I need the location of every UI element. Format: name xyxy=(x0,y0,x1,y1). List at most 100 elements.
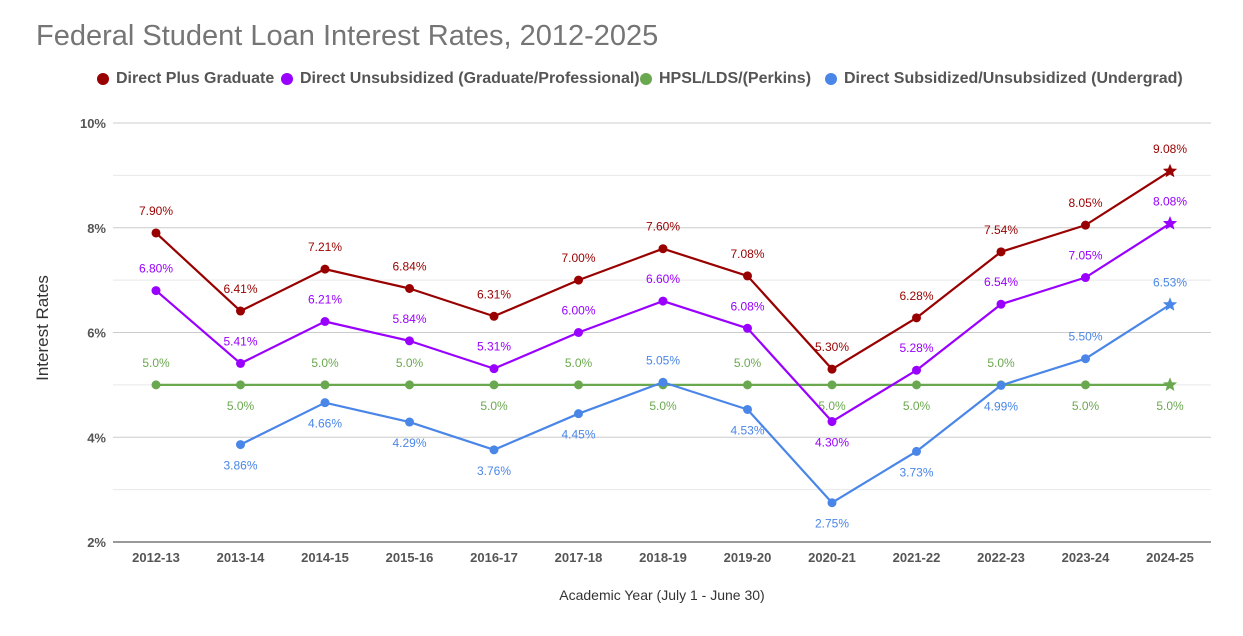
data-point xyxy=(236,306,245,316)
data-label: 6.60% xyxy=(646,272,680,286)
data-label: 5.41% xyxy=(223,334,257,348)
x-tick-label: 2021-22 xyxy=(893,550,941,565)
data-point xyxy=(405,380,414,390)
x-tick-label: 2016-17 xyxy=(470,550,518,565)
data-point xyxy=(658,296,668,306)
data-point xyxy=(151,380,161,390)
y-tick-label: 4% xyxy=(87,430,106,445)
data-label: 5.0% xyxy=(142,356,170,370)
data-point xyxy=(996,247,1006,257)
data-point xyxy=(489,445,499,455)
chart-legend: Direct Plus Graduate Direct Unsubsidized… xyxy=(0,70,1243,94)
x-tick-label: 2024-25 xyxy=(1146,550,1194,565)
data-label: 5.0% xyxy=(818,399,846,413)
x-tick-label: 2014-15 xyxy=(301,550,349,565)
data-point xyxy=(236,380,245,390)
data-label: 6.84% xyxy=(392,260,426,274)
data-label: 9.08% xyxy=(1153,142,1187,156)
legend-label: HPSL/LDS/(Perkins) xyxy=(659,70,812,87)
data-point xyxy=(236,440,245,450)
data-label: 4.99% xyxy=(984,399,1018,413)
data-point xyxy=(743,323,752,333)
legend-item-hpsl: HPSL/LDS/(Perkins) xyxy=(640,70,811,88)
data-point xyxy=(320,317,330,327)
data-point xyxy=(658,377,668,387)
series-line-direct-subsidized-unsubsidized-undergrad xyxy=(240,303,1171,504)
x-tick-label: 2022-23 xyxy=(977,550,1025,565)
data-point xyxy=(912,446,921,456)
data-point xyxy=(827,498,837,508)
data-label: 5.0% xyxy=(227,399,255,413)
data-point xyxy=(489,380,499,390)
x-tick-label: 2018-19 xyxy=(639,550,687,565)
data-point xyxy=(1081,380,1090,390)
data-point xyxy=(743,404,752,414)
y-tick-label: 6% xyxy=(87,326,106,341)
data-point xyxy=(236,358,245,368)
data-label: 6.08% xyxy=(730,299,764,313)
legend-swatch xyxy=(97,73,109,85)
data-point xyxy=(827,380,837,390)
data-point xyxy=(320,264,330,274)
data-point xyxy=(320,380,330,390)
data-label: 5.30% xyxy=(815,340,849,354)
data-point xyxy=(405,417,414,427)
data-label: 4.53% xyxy=(730,423,764,437)
data-label: 6.31% xyxy=(477,287,511,301)
data-point xyxy=(151,228,161,238)
x-tick-label: 2017-18 xyxy=(555,550,603,565)
legend-item-direct-unsubsidized-grad: Direct Unsubsidized (Graduate/Profession… xyxy=(281,70,640,88)
data-label: 4.45% xyxy=(561,428,595,442)
data-point xyxy=(996,299,1006,309)
y-tick-label: 8% xyxy=(87,221,106,236)
data-label: 5.0% xyxy=(903,399,931,413)
data-point xyxy=(489,311,499,321)
data-point xyxy=(912,365,921,375)
legend-label: Direct Subsidized/Unsubsidized (Undergra… xyxy=(844,70,1183,87)
data-label: 3.73% xyxy=(899,465,933,479)
data-point xyxy=(1081,273,1090,283)
series-line-direct-plus-graduate xyxy=(155,170,1171,371)
data-point-star xyxy=(1162,216,1178,230)
data-point xyxy=(743,380,752,390)
data-label: 5.0% xyxy=(565,356,593,370)
data-point xyxy=(320,398,330,408)
data-label: 6.80% xyxy=(139,262,173,276)
data-point xyxy=(912,313,921,323)
data-label: 7.90% xyxy=(139,204,173,218)
data-label: 6.41% xyxy=(223,282,257,296)
data-label: 5.0% xyxy=(396,356,424,370)
data-point-star xyxy=(1162,377,1178,391)
data-label: 5.05% xyxy=(646,353,680,367)
x-tick-label: 2015-16 xyxy=(386,550,434,565)
data-point xyxy=(1081,354,1090,364)
x-tick-label: 2019-20 xyxy=(724,550,772,565)
data-point xyxy=(658,244,668,254)
data-point xyxy=(574,275,583,285)
data-label: 6.53% xyxy=(1153,276,1187,290)
data-point xyxy=(489,364,499,374)
data-label: 5.28% xyxy=(899,341,933,355)
data-point xyxy=(405,284,414,294)
x-tick-label: 2023-24 xyxy=(1062,550,1110,565)
data-label: 5.0% xyxy=(1072,399,1100,413)
data-label: 4.30% xyxy=(815,436,849,450)
data-point-star xyxy=(1162,163,1178,178)
data-point xyxy=(827,364,837,374)
data-label: 6.28% xyxy=(899,289,933,303)
data-point xyxy=(912,380,921,390)
data-label: 7.08% xyxy=(730,247,764,261)
data-point xyxy=(743,271,752,281)
data-label: 6.54% xyxy=(984,275,1018,289)
data-point xyxy=(1081,220,1090,230)
data-point xyxy=(574,380,583,390)
data-point xyxy=(827,417,837,427)
y-tick-label: 10% xyxy=(80,116,106,131)
data-label: 4.66% xyxy=(308,417,342,431)
data-point xyxy=(151,286,161,296)
data-label: 7.21% xyxy=(308,240,342,254)
data-point xyxy=(574,409,583,419)
data-label: 5.0% xyxy=(311,356,339,370)
data-label: 5.84% xyxy=(392,312,426,326)
data-label: 5.0% xyxy=(734,356,762,370)
